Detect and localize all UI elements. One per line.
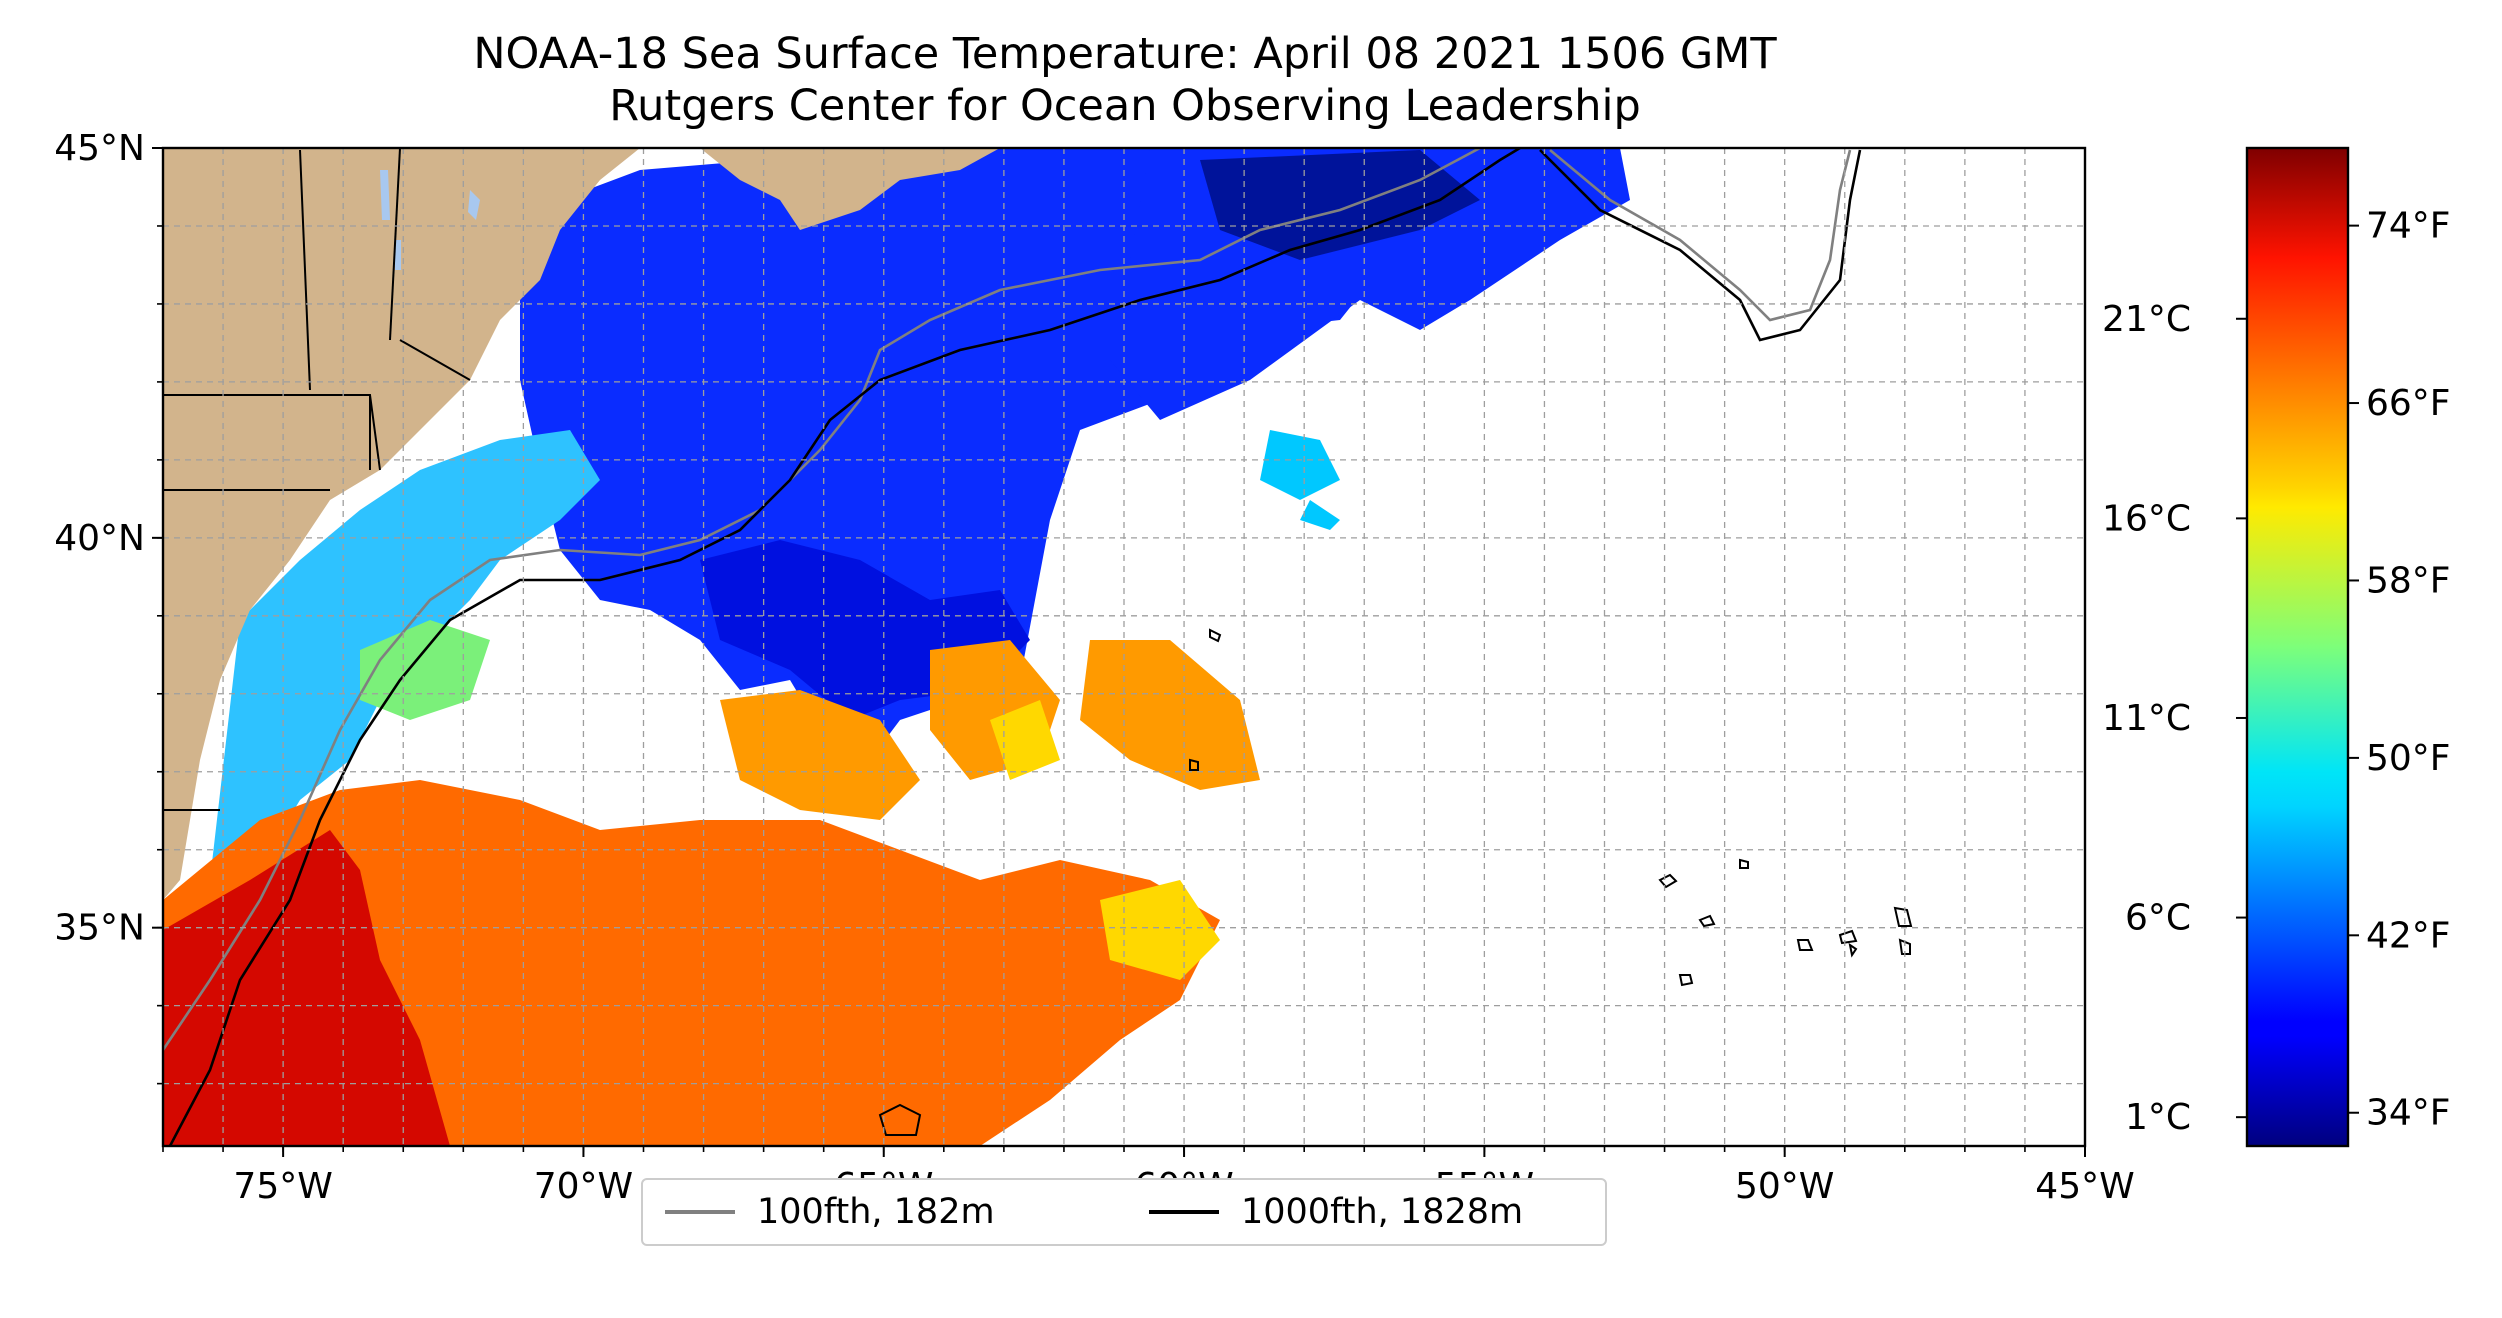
colorbar-f-label: 66°F <box>2366 383 2451 424</box>
colorbar-f-label: 42°F <box>2366 915 2451 956</box>
sst-warm-core <box>163 830 450 1146</box>
seamount-contours <box>878 628 1913 1136</box>
state-boundaries <box>163 148 471 811</box>
legend-label-100fth: 100fth, 182m <box>757 1192 995 1232</box>
sst-gulf-stream <box>163 780 1220 1146</box>
colorbar: 74°F 66°F 58°F 50°F 42°F 34°F 21°C 16°C 11°C 6°C 1… <box>2102 146 2451 1148</box>
colorbar-c-label: 21°C <box>2102 299 2191 340</box>
legend-swatch-black-line <box>1149 1210 1219 1214</box>
isobath-100fth-grand-banks <box>1549 149 1852 322</box>
chart-title: NOAA-18 Sea Surface Temperature: April 0… <box>160 28 2090 132</box>
lon-tick-label: 45°W <box>2035 1166 2134 1207</box>
land-maritimes <box>700 148 1000 230</box>
colorbar-c-label: 16°C <box>2102 498 2191 539</box>
gridlines <box>163 148 2085 1146</box>
lat-tick-label: 45°N <box>54 128 145 169</box>
legend-entry-1000fth: 1000fth, 1828m <box>1149 1180 1523 1244</box>
legend-swatch-gray-line <box>665 1210 735 1214</box>
colorbar-c-label: 11°C <box>2102 698 2191 739</box>
title-line-1: NOAA-18 Sea Surface Temperature: April 0… <box>473 29 1777 79</box>
sst-cyan-east <box>1260 430 1340 530</box>
legend: 100fth, 182m 1000fth, 1828m <box>641 1178 1607 1246</box>
colorbar-f-label: 50°F <box>2366 738 2451 779</box>
lat-tick-label: 40°N <box>54 518 145 559</box>
legend-label-1000fth: 1000fth, 1828m <box>1241 1192 1524 1232</box>
title-line-2: Rutgers Center for Ocean Observing Leade… <box>609 81 1641 131</box>
colorbar-f-label: 58°F <box>2366 560 2451 601</box>
colorbar-ticks: 74°F 66°F 58°F 50°F 42°F 34°F 21°C 16°C 11°C 6°C 1… <box>2102 206 2450 1139</box>
colorbar-frame <box>2245 146 2350 1148</box>
colorbar-f-label: 74°F <box>2366 206 2451 247</box>
sst-mid-patches <box>990 700 1220 980</box>
isobath-1000fth <box>168 148 1521 1146</box>
sst-warm-patches <box>720 640 1260 820</box>
colorbar-c-label: 6°C <box>2125 898 2191 939</box>
isobath-1000fth-grand-banks <box>1539 149 1862 342</box>
land-north-america <box>163 148 640 900</box>
lon-tick-label: 50°W <box>1735 1166 1834 1207</box>
legend-entry-100fth: 100fth, 182m <box>665 1180 995 1244</box>
lon-tick-label: 70°W <box>534 1166 633 1207</box>
lat-tick-label: 35°N <box>54 908 145 949</box>
sst-dark-northeast <box>1200 150 1480 260</box>
map-panel: 75°W70°W65°W60°W55°W50°W45°W45°N40°N35°N <box>54 128 2134 1207</box>
colorbar-c-label: 1°C <box>2125 1097 2191 1138</box>
sst-field <box>163 148 1630 1146</box>
colorbar-f-label: 34°F <box>2366 1093 2451 1134</box>
lon-tick-label: 75°W <box>233 1166 332 1207</box>
colorbar-gradient <box>2247 148 2348 1146</box>
